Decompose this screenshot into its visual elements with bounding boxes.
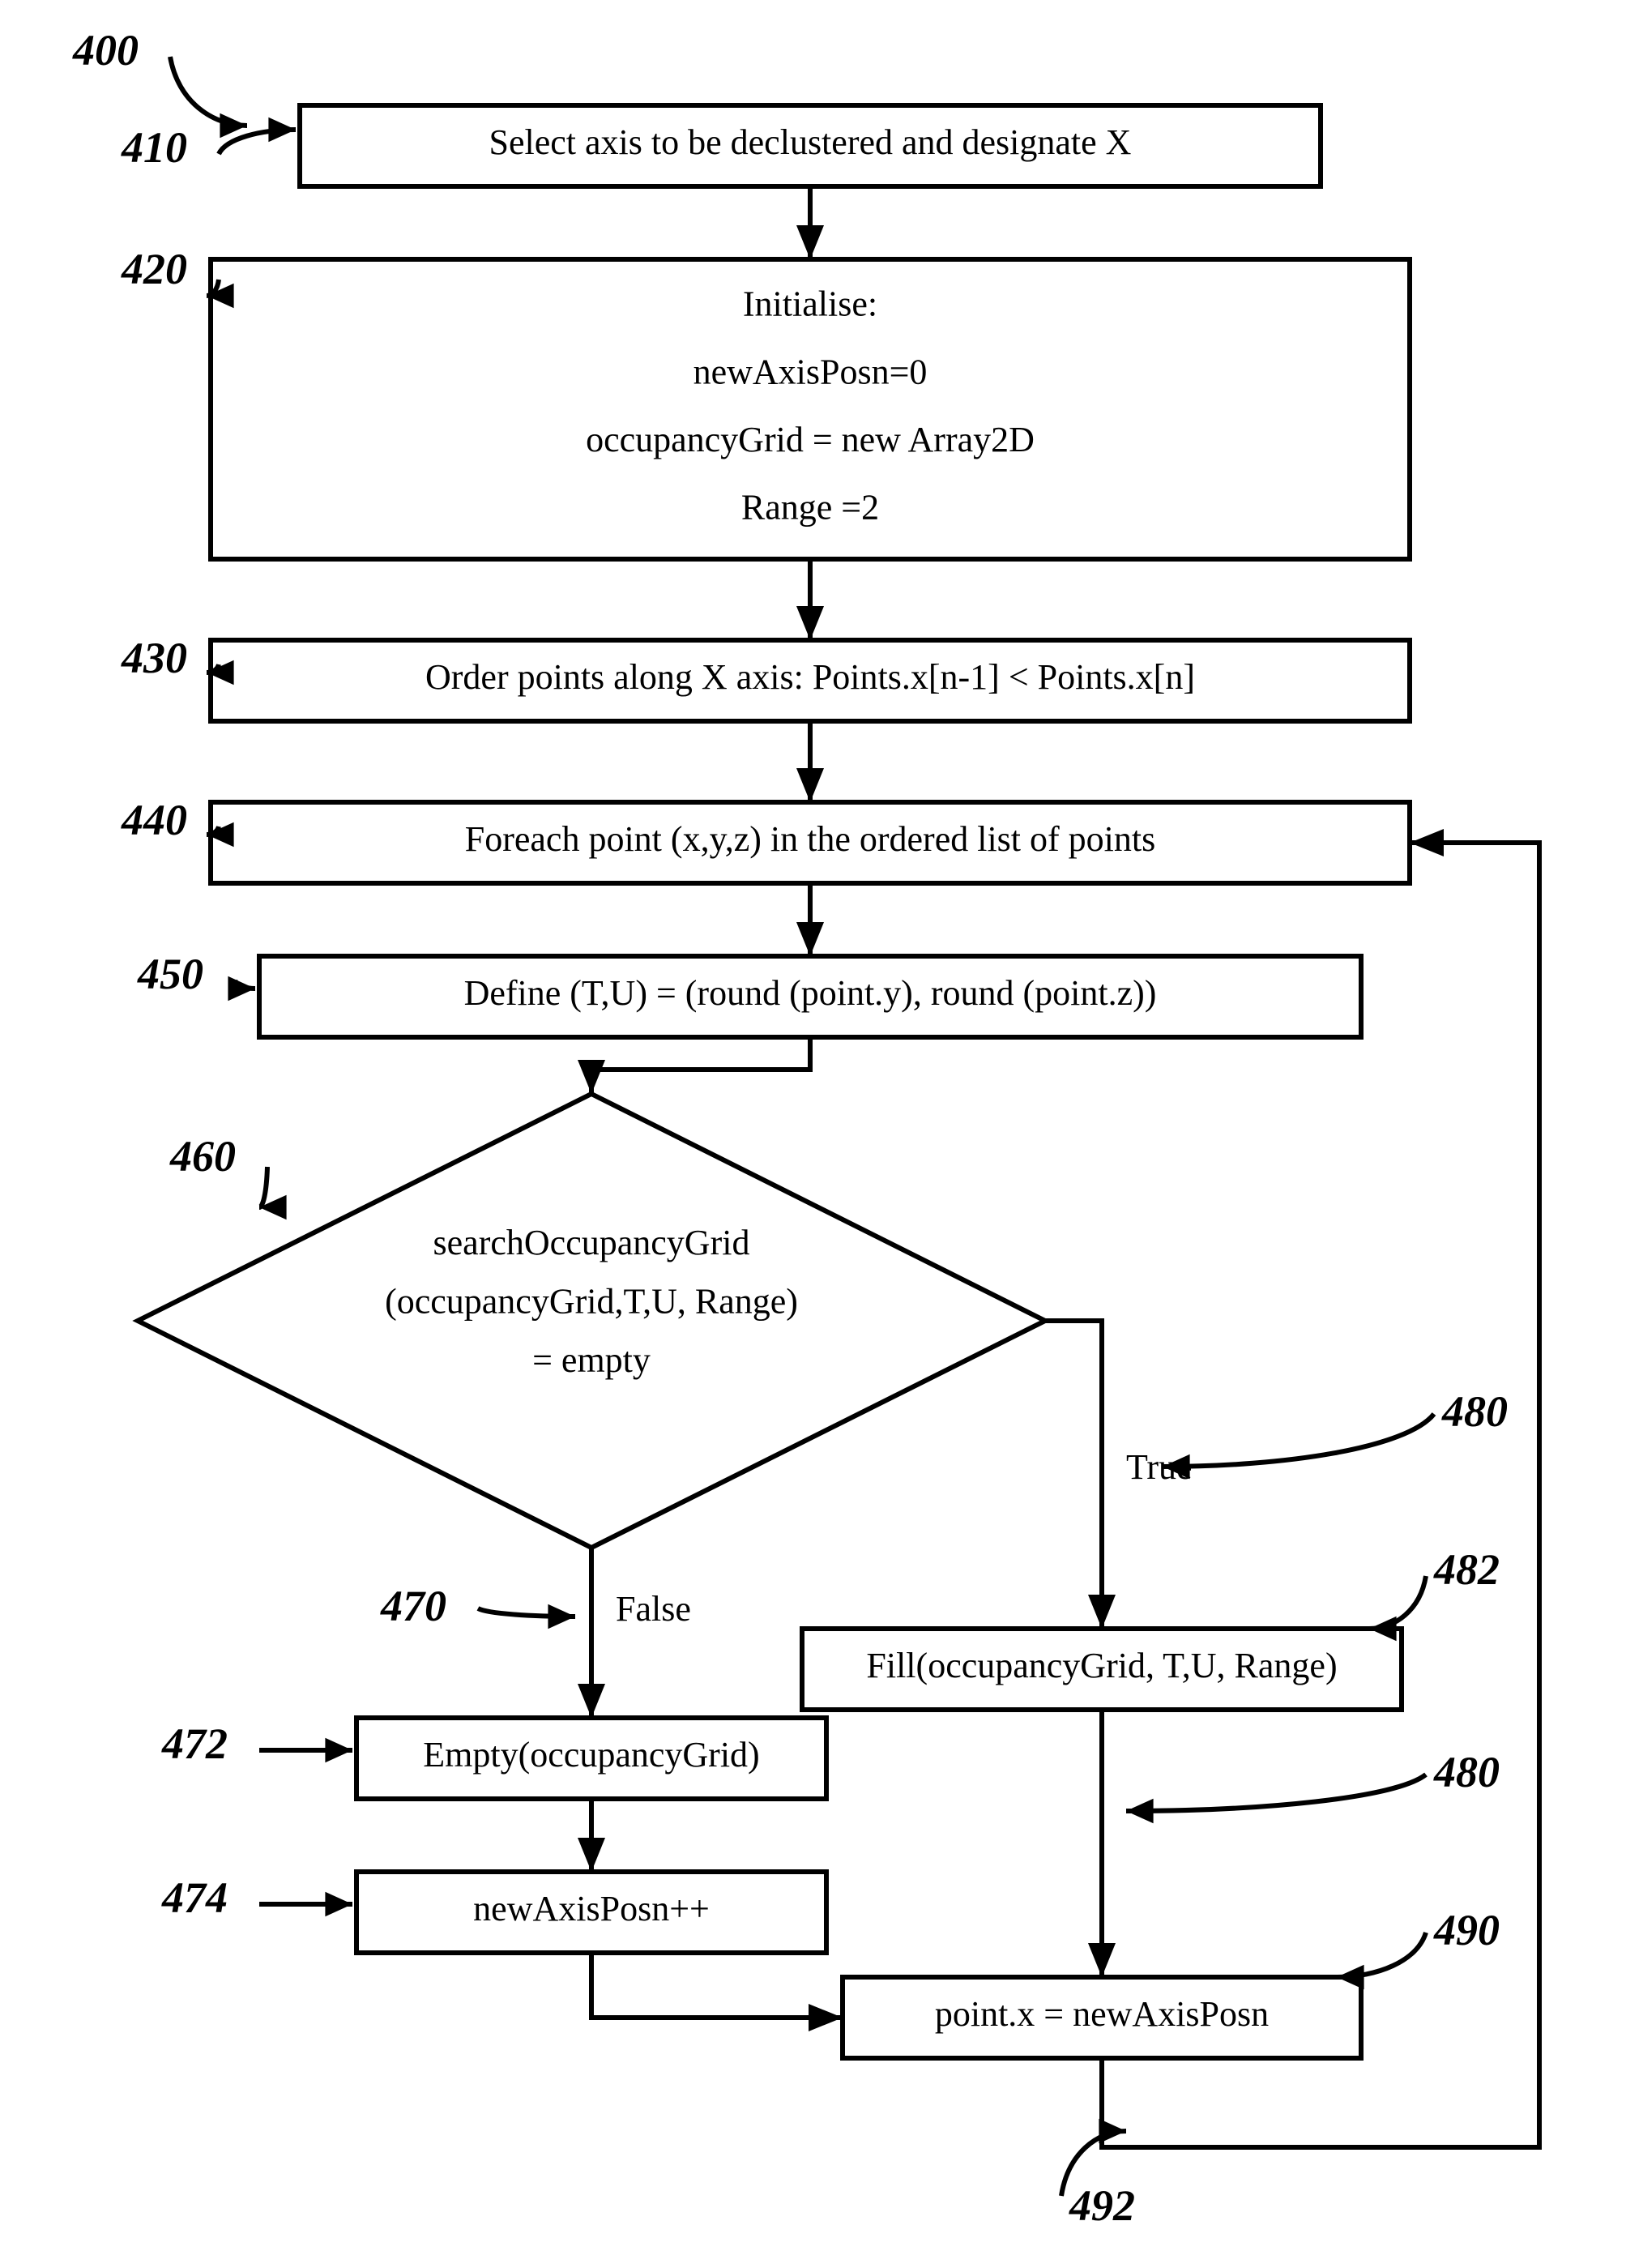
label-l492: 492 [1069,2181,1135,2230]
node-450: Define (T,U) = (round (point.y), round (… [259,956,1361,1037]
label-l472: 472 [161,1719,228,1768]
node-472: Empty(occupancyGrid) [356,1718,826,1799]
label-l420: 420 [121,245,187,293]
label-l410: 410 [121,123,187,172]
label-l430: 430 [121,634,187,682]
node-474: newAxisPosn++ [356,1872,826,1953]
node-410: Select axis to be declustered and design… [300,105,1321,186]
node-490: point.x = newAxisPosn [843,1977,1361,2058]
node-430: Order points along X axis: Points.x[n-1]… [211,640,1410,721]
node-450-text-0: Define (T,U) = (round (point.y), round (… [464,973,1157,1013]
node-430-text-0: Order points along X axis: Points.x[n-1]… [425,657,1195,697]
node-482-text-0: Fill(occupancyGrid, T,U, Range) [866,1646,1337,1685]
node-420-text-1: newAxisPosn=0 [694,352,928,391]
node-472-text-0: Empty(occupancyGrid) [423,1735,759,1775]
node-440: Foreach point (x,y,z) in the ordered lis… [211,802,1410,883]
node-460-text-2: = empty [532,1340,651,1380]
node-420-text-0: Initialise: [743,284,877,324]
node-490-text-0: point.x = newAxisPosn [935,1994,1269,2034]
label-l450: 450 [137,950,203,998]
node-420: Initialise: newAxisPosn=0 occupancyGrid = … [211,259,1410,559]
node-460-text-0: searchOccupancyGrid [433,1223,750,1262]
label-l474: 474 [161,1873,228,1922]
label-l480b: 480 [1433,1748,1500,1796]
label-l480a: 480 [1441,1387,1508,1436]
node-482: Fill(occupancyGrid, T,U, Range) [802,1629,1402,1710]
label-l470: 470 [380,1582,446,1630]
node-420-text-3: Range =2 [741,487,879,527]
node-440-text-0: Foreach point (x,y,z) in the ordered lis… [465,819,1156,859]
node-420-text-2: occupancyGrid = new Array2D [586,420,1035,459]
label-l460: 460 [169,1132,236,1181]
node-460-text-1: (occupancyGrid,T,U, Range) [385,1281,798,1321]
label-l490: 490 [1433,1906,1500,1954]
node-410-text-0: Select axis to be declustered and design… [489,122,1132,162]
label-l482: 482 [1433,1545,1500,1594]
node-474-text-0: newAxisPosn++ [473,1889,710,1928]
edge-label-false: False [616,1589,691,1629]
label-l440: 440 [121,796,187,844]
label-l400: 400 [72,26,139,75]
